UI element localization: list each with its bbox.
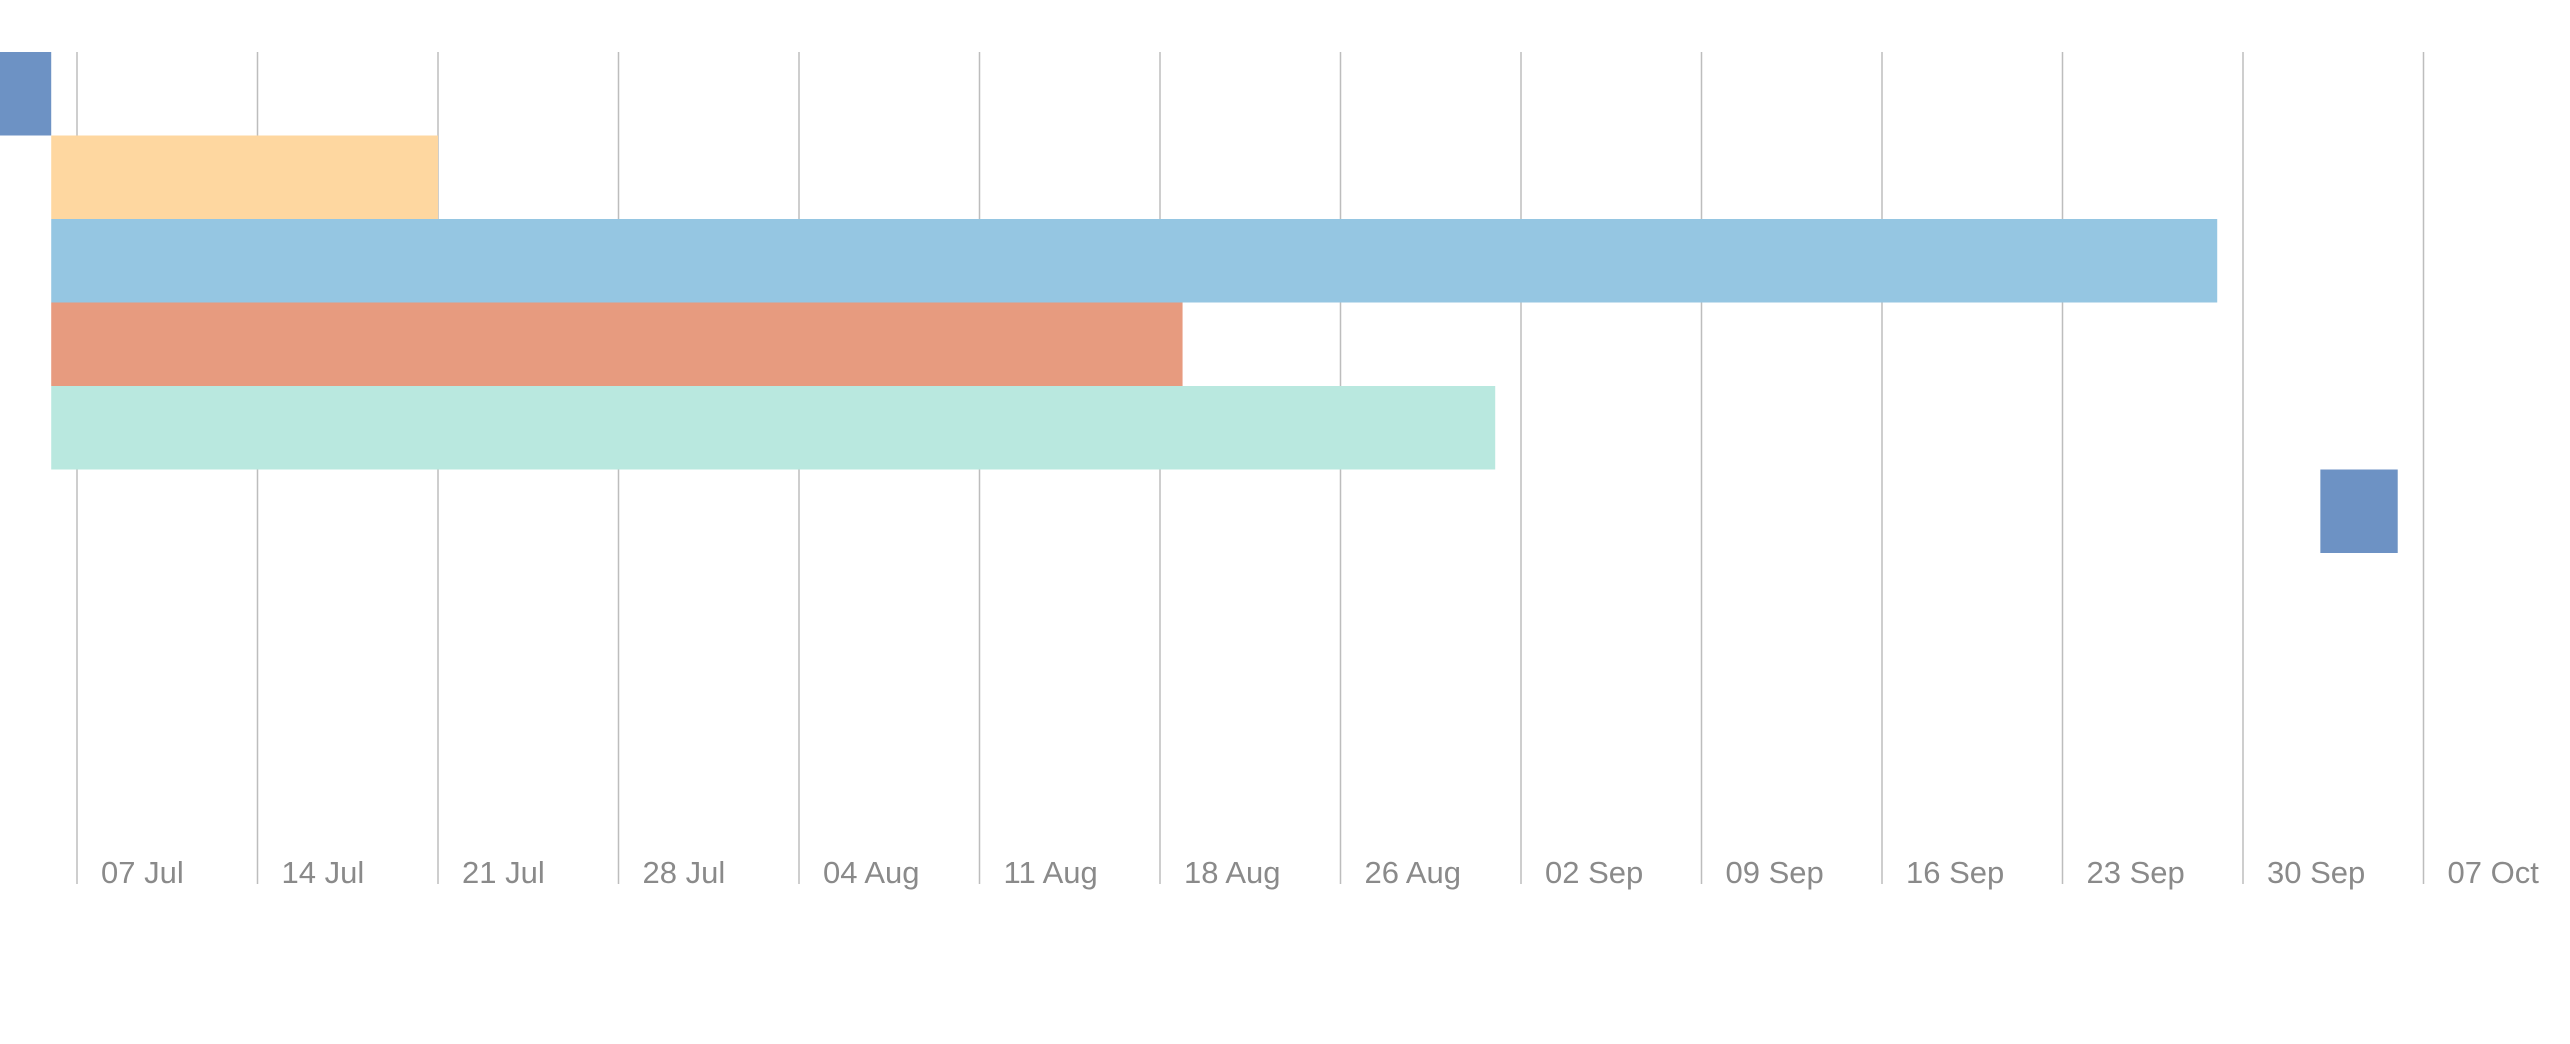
x-tick-label: 18 Aug	[1184, 855, 1281, 890]
x-tick-label: 14 Jul	[282, 855, 365, 890]
x-tick-label: 23 Sep	[2087, 855, 2185, 890]
task-bar	[51, 386, 1496, 470]
x-tick-label: 09 Sep	[1726, 855, 1824, 890]
x-tick-label: 07 Jul	[101, 855, 184, 890]
milestone-bar	[2320, 469, 2398, 553]
x-tick-label: 02 Sep	[1545, 855, 1643, 890]
x-tick-label: 26 Aug	[1365, 855, 1462, 890]
milestone-bar	[0, 52, 52, 136]
task-bar	[51, 302, 1183, 386]
x-tick-label: 30 Sep	[2267, 855, 2365, 890]
x-tick-label: 04 Aug	[823, 855, 920, 890]
x-tick-label: 28 Jul	[643, 855, 726, 890]
task-bar	[51, 135, 438, 219]
task-bar	[51, 219, 2218, 303]
x-axis-tick-labels: 07 Jul 14 Jul 21 Jul 28 Jul 04 Aug 11 Aug 18 A…	[101, 855, 2539, 890]
x-tick-label: 21 Jul	[462, 855, 545, 890]
x-tick-label: 16 Sep	[1906, 855, 2004, 890]
x-tick-label: 11 Aug	[1004, 855, 1098, 890]
x-tick-label: 07 Oct	[2448, 855, 2540, 890]
task-bars	[0, 52, 2398, 553]
